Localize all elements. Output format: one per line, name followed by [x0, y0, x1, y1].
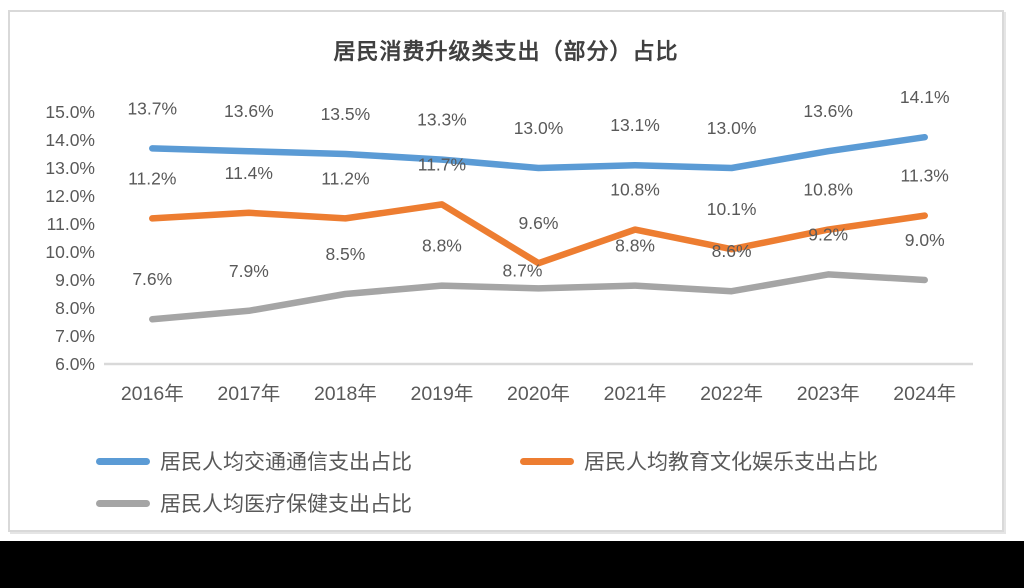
legend-label-education: 居民人均教育文化娱乐支出占比	[584, 451, 878, 474]
chart-panel: 居民消费升级类支出（部分）占比 居民人均交通通信支出占比 居民人均教育文化娱乐支…	[8, 10, 1004, 532]
chart-title: 居民消费升级类支出（部分）占比	[333, 39, 679, 64]
chart-legend: 居民人均交通通信支出占比 居民人均教育文化娱乐支出占比 居民人均医疗保健支出占比	[10, 12, 1002, 530]
bottom-black-bar	[0, 541, 1024, 588]
legend-swatch-blue-icon	[96, 457, 150, 465]
legend-swatch-gray-icon	[96, 499, 150, 507]
legend-item-education: 居民人均教育文化娱乐支出占比	[520, 446, 878, 476]
legend-item-transport: 居民人均交通通信支出占比	[96, 446, 412, 476]
legend-item-healthcare: 居民人均医疗保健支出占比	[96, 488, 412, 518]
legend-label-transport: 居民人均交通通信支出占比	[160, 451, 412, 474]
legend-label-healthcare: 居民人均医疗保健支出占比	[160, 493, 412, 516]
legend-swatch-orange-icon	[520, 457, 574, 465]
